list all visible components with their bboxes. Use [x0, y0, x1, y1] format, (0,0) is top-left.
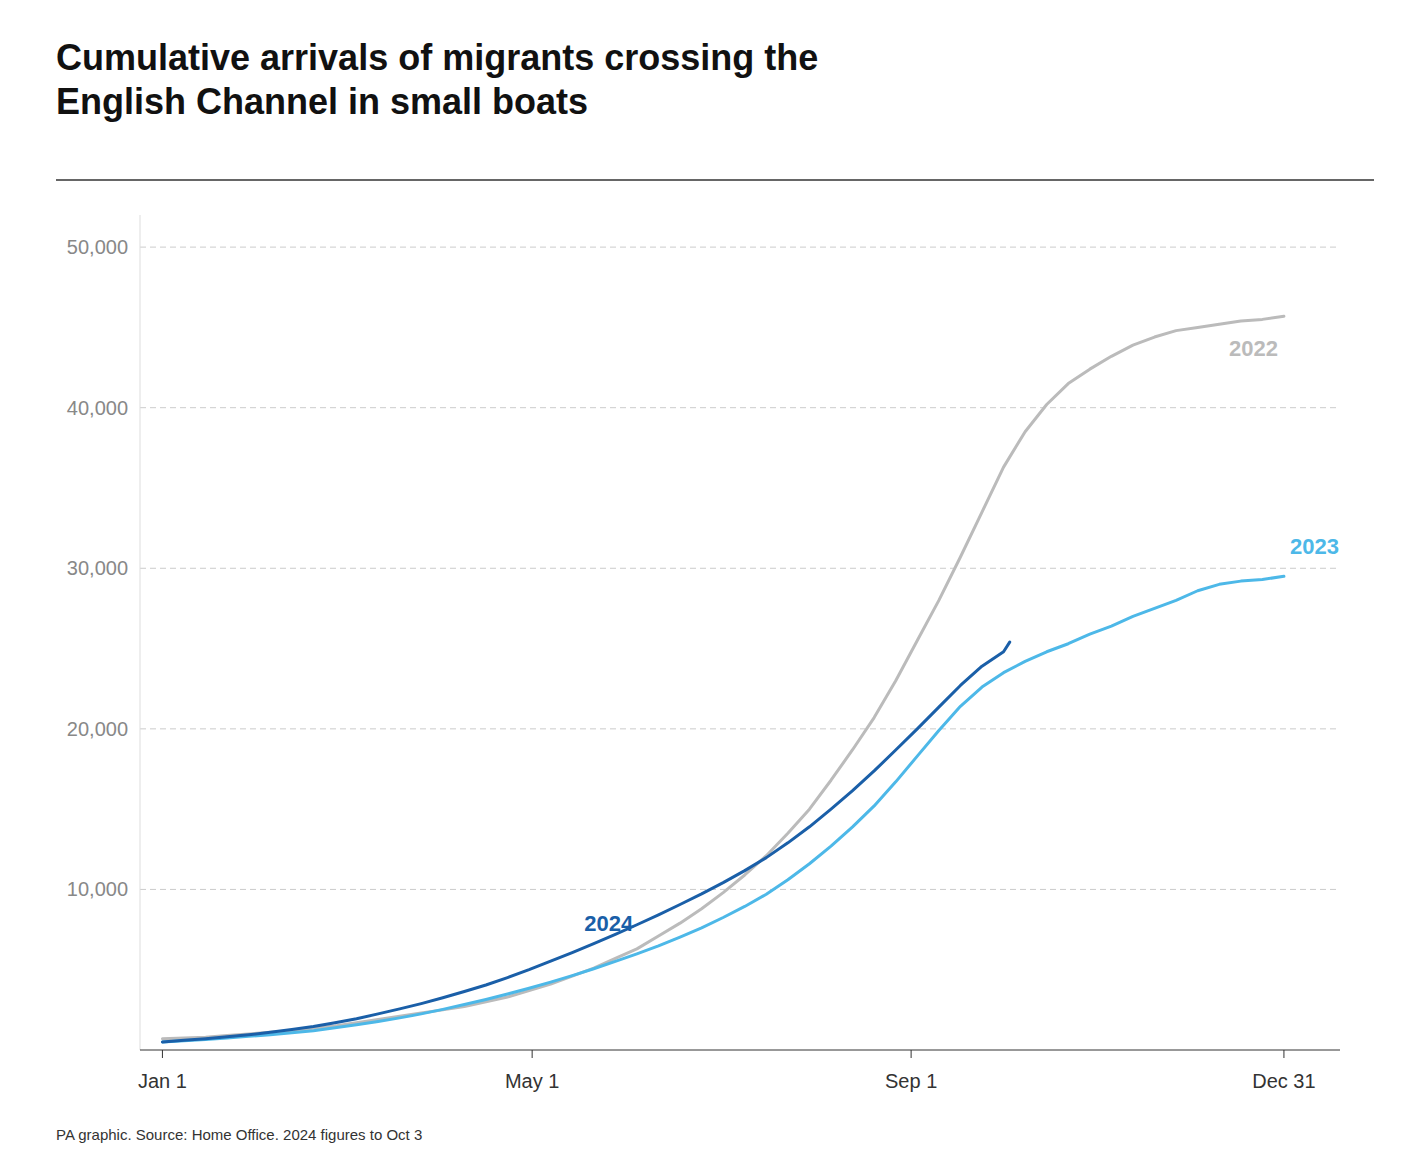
series-line	[162, 576, 1284, 1042]
y-tick-label: 10,000	[67, 878, 128, 900]
title-rule	[56, 179, 1374, 181]
series-label: 2024	[584, 911, 634, 936]
series-line	[162, 316, 1284, 1039]
grid-line	[140, 407, 1340, 408]
x-tick	[911, 1050, 912, 1058]
y-tick-label: 20,000	[67, 718, 128, 740]
x-tick-label: Jan 1	[138, 1070, 187, 1092]
grid-line	[140, 568, 1340, 569]
grid-line	[140, 247, 1340, 248]
grid	[140, 247, 1340, 889]
x-tick-label: Sep 1	[885, 1070, 937, 1092]
chart: Cumulative arrivals of migrants crossing…	[0, 0, 1402, 1169]
source: PA graphic. Source: Home Office. 2024 fi…	[56, 1126, 422, 1143]
title: Cumulative arrivals of migrants crossing…	[56, 37, 818, 122]
series-line	[162, 642, 1009, 1042]
x-axis-line	[140, 1050, 1340, 1051]
grid-line	[140, 728, 1340, 729]
y-tick-label: 30,000	[67, 557, 128, 579]
y-tick-label: 50,000	[67, 236, 128, 258]
x-tick-label: Dec 31	[1252, 1070, 1315, 1092]
series-group	[162, 316, 1284, 1042]
series-label: 2022	[1229, 336, 1278, 361]
x-tick	[162, 1050, 163, 1058]
y-axis-line	[140, 215, 141, 1050]
x-tick	[1283, 1050, 1284, 1058]
y-tick-label: 40,000	[67, 397, 128, 419]
grid-line	[140, 889, 1340, 890]
series-label: 2023	[1290, 534, 1339, 559]
x-tick-label: May 1	[505, 1070, 559, 1092]
x-tick	[532, 1050, 533, 1058]
